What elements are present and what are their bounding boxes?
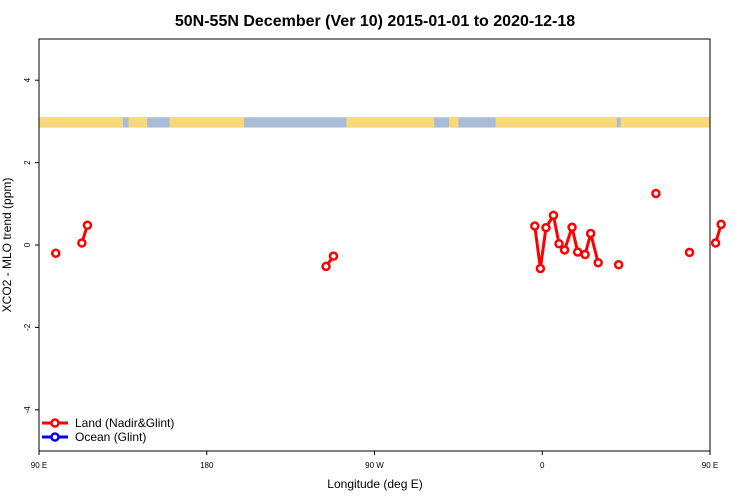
data-point [580, 249, 590, 260]
data-point [585, 228, 596, 239]
x-axis-label: Longitude (deg E) [327, 477, 422, 491]
land-segment [620, 117, 710, 128]
data-point [554, 239, 564, 249]
data-point [572, 247, 583, 257]
land-ocean-strip [39, 117, 710, 128]
data-point [684, 247, 695, 258]
x-tick-label: 90 W [365, 461, 384, 470]
y-axis: -4 -2 0 2 4 [23, 77, 39, 413]
x-tick-label: 90 E [31, 461, 47, 470]
data-point [77, 238, 87, 248]
data-point [328, 251, 339, 261]
y-tick-label: -2 [23, 323, 32, 331]
legend-marker [50, 432, 60, 442]
series-layer [51, 188, 726, 274]
legend-label: Ocean (Glint) [75, 430, 146, 444]
data-point [651, 188, 661, 199]
land-segment [346, 117, 435, 128]
x-axis: 90 E 180 90 W 0 90 E [31, 451, 718, 470]
y-axis-label: XCO2 - MLO trend (ppm) [0, 178, 14, 313]
data-point [593, 257, 603, 268]
data-point [541, 222, 551, 233]
data-point [559, 245, 570, 255]
data-point [321, 261, 331, 272]
land-segment [169, 117, 245, 128]
land-segment [128, 117, 148, 128]
y-tick-label: 0 [23, 242, 32, 247]
legend-marker [50, 418, 60, 428]
data-point [716, 219, 726, 230]
data-point [613, 260, 624, 270]
legend-label: Land (Nadir&Glint) [75, 416, 174, 430]
x-tick-label: 0 [540, 461, 545, 470]
chart-title: 50N-55N December (Ver 10) 2015-01-01 to … [175, 13, 575, 30]
data-point [51, 248, 61, 258]
data-point [530, 221, 540, 231]
land-segment [39, 117, 123, 128]
data-point [710, 238, 721, 248]
y-tick-label: 4 [23, 77, 32, 82]
land-segment [449, 117, 459, 128]
x-tick-label: 90 E [702, 461, 718, 470]
plot-frame [38, 38, 711, 452]
data-point [567, 222, 577, 233]
y-tick-label: 2 [23, 160, 32, 165]
x-tick-label: 180 [200, 461, 214, 470]
y-tick-label: -4 [23, 406, 32, 414]
legend: Land (Nadir&Glint)Ocean (Glint) [42, 416, 174, 444]
data-point [548, 210, 559, 221]
data-point [535, 263, 546, 274]
land-segment [495, 117, 617, 128]
data-point [82, 220, 93, 230]
